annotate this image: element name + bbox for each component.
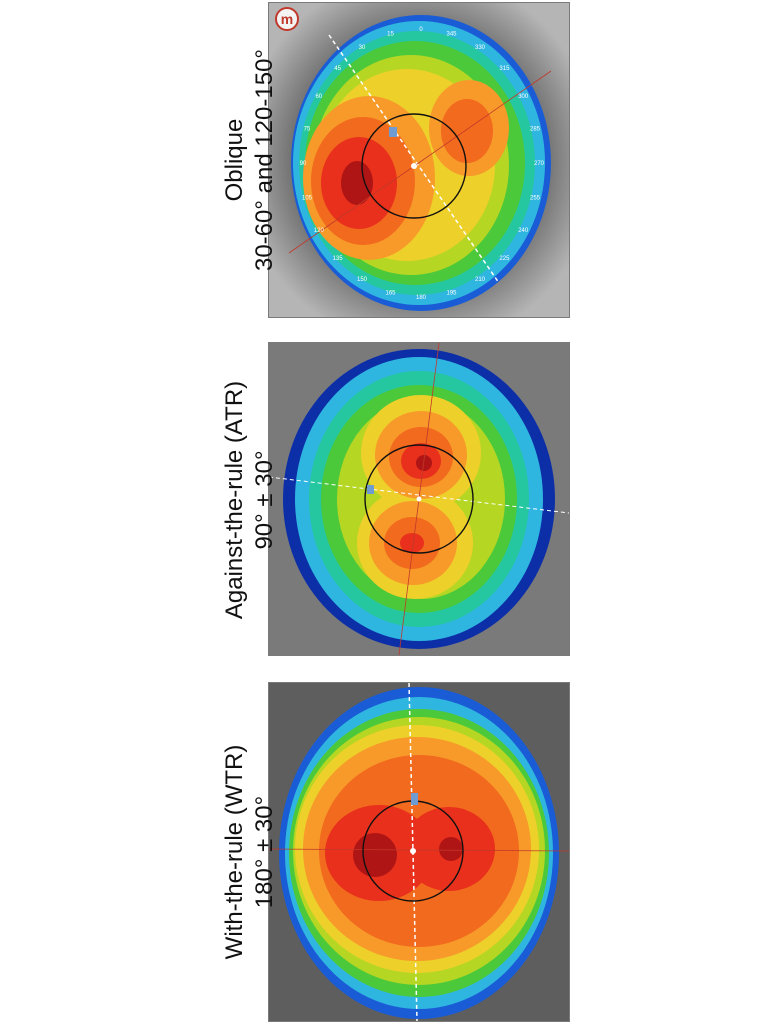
oblique-contours <box>291 15 551 311</box>
axis-degree-label: 345 <box>446 32 457 38</box>
axis-degree-label: 105 <box>302 196 313 202</box>
axis-degree-label: 210 <box>475 277 486 283</box>
axis-degree-label: 300 <box>518 94 529 100</box>
wtr-contours <box>279 687 559 1019</box>
axis-degree-label: 30 <box>359 45 366 51</box>
axis-degree-label: 45 <box>334 66 341 72</box>
axis-degree-label: 285 <box>530 126 541 132</box>
axis-degree-label: 15 <box>387 32 394 38</box>
atr-map-graphic <box>269 343 569 655</box>
axis-degree-label: 240 <box>518 228 529 234</box>
axis-degree-label: 180 <box>416 295 427 301</box>
axis-degree-label: 120 <box>314 228 325 234</box>
oblique-map-graphic: 1801651501351201059075604530150345330315… <box>269 3 569 317</box>
axis-degree-label: 150 <box>357 277 368 283</box>
oblique-label: Oblique 30-60° and 120-150° <box>220 49 280 271</box>
axis-degree-label: 270 <box>534 161 545 167</box>
wtr-axis-range: 180° ± 30° <box>251 795 278 909</box>
atr-axis-range: 90° ± 30° <box>251 450 278 550</box>
atr-label: Against-the-rule (ATR) 90° ± 30° <box>220 381 280 619</box>
axis-degree-label: 225 <box>499 256 510 262</box>
axis-degree-label: 195 <box>446 290 457 296</box>
oblique-axis-range: 30-60° and 120-150° <box>251 48 278 272</box>
wtr-pattern-title: With-the-rule (WTR) <box>221 744 248 960</box>
app-logo: m <box>275 7 299 31</box>
atr-topography-map <box>268 342 570 656</box>
axis-degree-label: 60 <box>315 94 322 100</box>
atr-pattern-title: Against-the-rule (ATR) <box>221 380 248 620</box>
oblique-pattern-title: Oblique <box>221 118 248 202</box>
axis-degree-label: 135 <box>333 256 344 262</box>
wtr-map-graphic <box>269 683 569 1021</box>
axis-degree-label: 255 <box>530 196 541 202</box>
axis-degree-label: 90 <box>300 161 307 167</box>
axis-degree-label: 0 <box>419 27 423 33</box>
oblique-topography-map: 180 165 150 135 120 105 90 75 60 45 30 15 0 345 330 315… <box>268 2 570 318</box>
wtr-topography-map <box>268 682 570 1022</box>
axis-degree-label: 315 <box>499 66 510 72</box>
axis-degree-label: 75 <box>304 126 311 132</box>
axis-degree-label: 165 <box>385 290 396 296</box>
wtr-label: With-the-rule (WTR) 180° ± 30° <box>220 745 280 960</box>
axis-degree-label: 330 <box>475 45 486 51</box>
